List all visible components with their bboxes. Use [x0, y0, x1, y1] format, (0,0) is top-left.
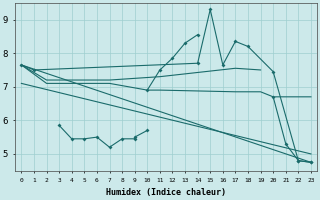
X-axis label: Humidex (Indice chaleur): Humidex (Indice chaleur)	[106, 188, 226, 197]
